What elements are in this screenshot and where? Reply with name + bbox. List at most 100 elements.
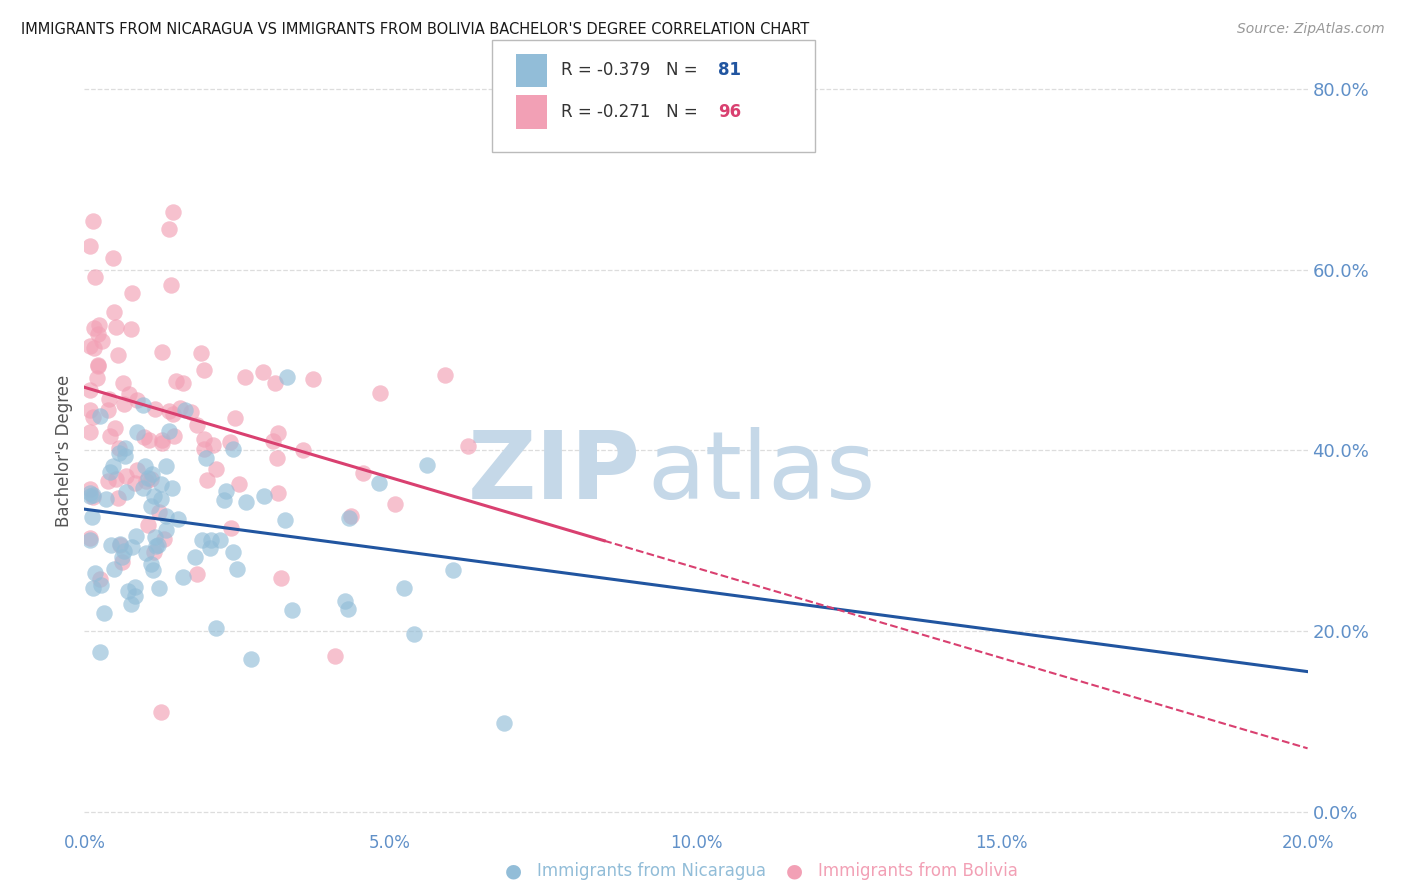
- Point: [100, 538, 122, 552]
- Point: [169, 401, 191, 415]
- Point: [226, 562, 249, 576]
- Point: [190, 346, 212, 360]
- Point: [120, 597, 142, 611]
- Point: [337, 602, 360, 616]
- Point: [228, 477, 250, 491]
- Point: [172, 376, 194, 390]
- Point: [105, 320, 128, 334]
- Point: [191, 533, 214, 548]
- Point: [142, 563, 165, 577]
- Point: [93, 606, 115, 620]
- Point: [200, 533, 222, 547]
- Point: [222, 545, 245, 559]
- Point: [89, 645, 111, 659]
- Point: [79, 485, 101, 500]
- Point: [339, 508, 361, 523]
- Point: [136, 518, 159, 533]
- Point: [96, 492, 118, 507]
- Point: [132, 481, 155, 495]
- Point: [90, 578, 112, 592]
- Point: [368, 386, 391, 401]
- Point: [198, 541, 221, 555]
- Point: [125, 462, 148, 476]
- Text: atlas: atlas: [647, 427, 876, 519]
- Point: [139, 557, 162, 571]
- Point: [252, 365, 274, 379]
- Point: [79, 339, 101, 353]
- Point: [142, 489, 165, 503]
- Point: [281, 603, 304, 617]
- Point: [103, 305, 125, 319]
- Point: [218, 434, 240, 449]
- Point: [434, 368, 457, 382]
- Point: [202, 438, 225, 452]
- Point: [114, 450, 136, 464]
- Point: [83, 341, 105, 355]
- Point: [98, 429, 121, 443]
- Text: 96: 96: [718, 103, 741, 121]
- Point: [115, 485, 138, 500]
- Point: [127, 425, 149, 439]
- Point: [352, 466, 374, 480]
- Point: [80, 510, 103, 524]
- Point: [89, 409, 111, 423]
- Point: [112, 544, 135, 558]
- Point: [441, 563, 464, 577]
- Point: [82, 490, 104, 504]
- Point: [148, 581, 170, 595]
- Point: [121, 285, 143, 300]
- Y-axis label: Bachelor's Degree: Bachelor's Degree: [55, 375, 73, 526]
- Point: [337, 510, 360, 524]
- Point: [240, 651, 263, 665]
- Point: [87, 327, 110, 342]
- Point: [82, 488, 104, 502]
- Point: [266, 451, 288, 466]
- Point: [79, 489, 101, 503]
- Point: [79, 425, 101, 440]
- Point: [273, 512, 295, 526]
- Point: [195, 473, 218, 487]
- Text: ZIP: ZIP: [468, 427, 641, 519]
- Text: 81: 81: [718, 62, 741, 79]
- Point: [139, 499, 162, 513]
- Point: [302, 372, 325, 386]
- Point: [104, 421, 127, 435]
- Point: [193, 442, 215, 456]
- Point: [132, 430, 155, 444]
- Point: [136, 471, 159, 485]
- Point: [111, 550, 134, 565]
- Point: [143, 401, 166, 416]
- Point: [174, 403, 197, 417]
- Point: [79, 402, 101, 417]
- Text: Source: ZipAtlas.com: Source: ZipAtlas.com: [1237, 22, 1385, 37]
- Point: [404, 627, 426, 641]
- Point: [205, 462, 228, 476]
- Point: [195, 450, 218, 465]
- Point: [84, 566, 107, 580]
- Point: [209, 533, 232, 547]
- Point: [108, 538, 131, 552]
- Point: [82, 581, 104, 595]
- Point: [87, 358, 110, 372]
- Point: [172, 570, 194, 584]
- Point: [186, 567, 208, 582]
- Point: [159, 424, 181, 438]
- Point: [111, 376, 134, 390]
- Point: [124, 589, 146, 603]
- Point: [150, 434, 173, 448]
- Point: [146, 537, 169, 551]
- Point: [266, 426, 288, 441]
- Point: [267, 485, 290, 500]
- Text: ●: ●: [786, 862, 803, 881]
- Text: R = -0.271   N =: R = -0.271 N =: [561, 103, 703, 121]
- Point: [86, 370, 108, 384]
- Point: [135, 546, 157, 560]
- Point: [167, 512, 190, 526]
- Point: [124, 475, 146, 490]
- Point: [222, 442, 245, 457]
- Point: [150, 344, 173, 359]
- Point: [87, 359, 110, 373]
- Text: IMMIGRANTS FROM NICARAGUA VS IMMIGRANTS FROM BOLIVIA BACHELOR'S DEGREE CORRELATI: IMMIGRANTS FROM NICARAGUA VS IMMIGRANTS …: [21, 22, 810, 37]
- Point: [215, 484, 238, 499]
- Point: [193, 363, 215, 377]
